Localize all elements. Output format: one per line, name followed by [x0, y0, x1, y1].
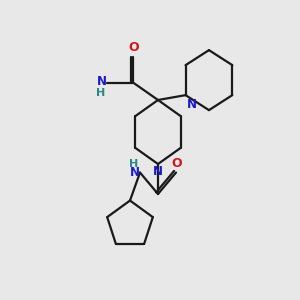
Text: H: H [129, 159, 138, 169]
Text: N: N [130, 166, 140, 179]
Text: H: H [96, 88, 105, 98]
Text: O: O [128, 41, 139, 54]
Text: O: O [172, 157, 182, 169]
Text: N: N [96, 75, 106, 88]
Text: N: N [153, 165, 163, 178]
Text: N: N [187, 98, 196, 111]
